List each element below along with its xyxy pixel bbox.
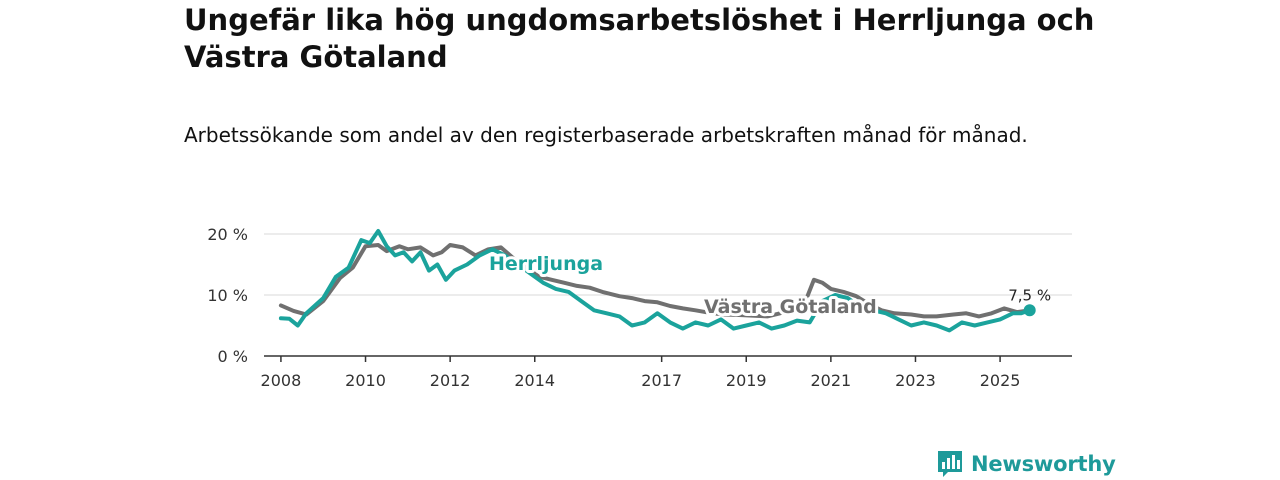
series-line-herrljunga — [278, 229, 1032, 333]
y-axis: 0 % 10 % 20 % — [207, 225, 248, 366]
series-label-vastra-gotaland: Västra Götaland — [704, 296, 877, 318]
series-line-vastra-gotaland — [278, 243, 1032, 319]
brand-footer: Newsworthy — [937, 448, 1116, 480]
chart-subtitle: Arbetssökande som andel av den registerb… — [184, 123, 1028, 147]
grid — [264, 233, 1072, 296]
end-point-marker — [1023, 304, 1036, 317]
series — [278, 229, 1032, 333]
y-tick-label-0: 0 % — [218, 347, 248, 366]
series-label-herrljunga: Herrljunga — [489, 253, 603, 275]
x-tick-label-2025: 2025 — [980, 371, 1021, 390]
series-labels: Herrljunga Västra Götaland 7,5 % — [486, 250, 1051, 321]
chart-title: Ungefär lika hög ungdomsarbetslöshet i H… — [184, 3, 1095, 74]
x-tick-label-2012: 2012 — [430, 371, 471, 390]
y-tick-label-20: 20 % — [207, 225, 248, 244]
x-axis — [264, 355, 1072, 362]
x-tick-label-2021: 2021 — [811, 371, 852, 390]
x-tick-label-2017: 2017 — [641, 371, 682, 390]
x-tick-label-2008: 2008 — [261, 371, 302, 390]
x-tick-label-2014: 2014 — [514, 371, 555, 390]
x-tick-label-2010: 2010 — [345, 371, 386, 390]
x-tick-label-2023: 2023 — [895, 371, 936, 390]
end-value-label: 7,5 % — [1008, 286, 1051, 304]
brand-name: Newsworthy — [971, 452, 1116, 476]
x-tick-labels: 2008 2010 2012 2014 2017 2019 2021 2023 … — [261, 371, 1021, 390]
x-tick-label-2019: 2019 — [726, 371, 767, 390]
newsworthy-logo-icon — [938, 451, 962, 477]
y-tick-label-10: 10 % — [207, 286, 248, 305]
